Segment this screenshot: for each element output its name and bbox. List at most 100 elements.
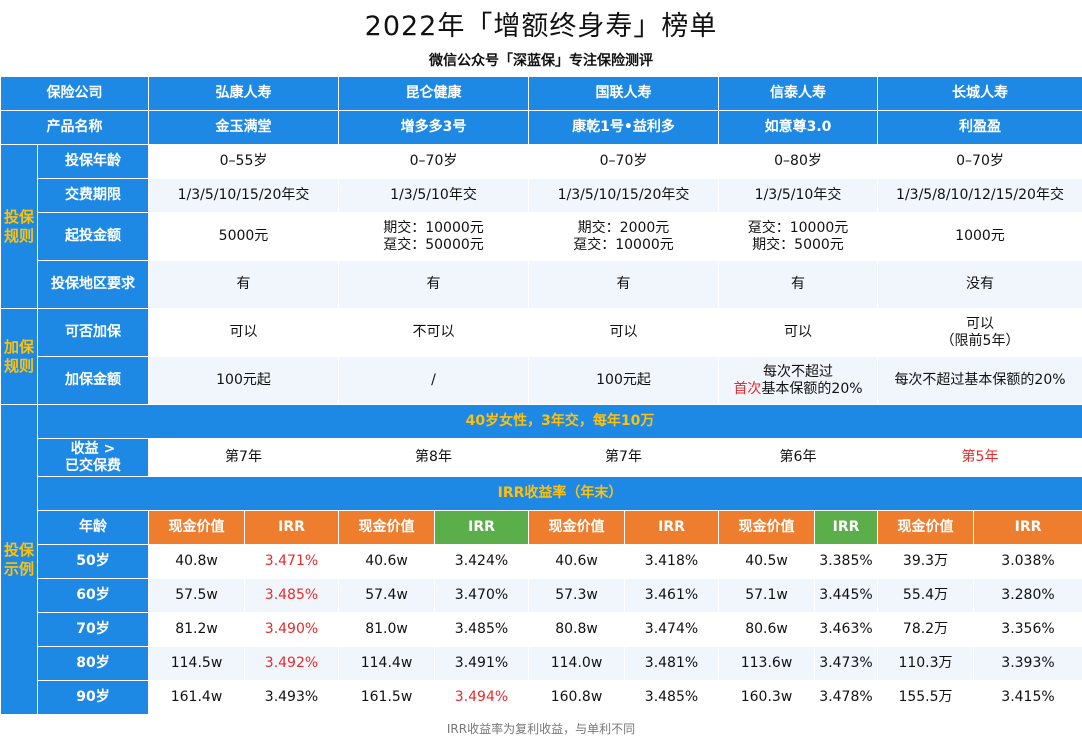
group-add: 加保规则	[0, 308, 38, 405]
age-label: 60岁	[37, 578, 149, 613]
cash-value: 57.3w	[528, 578, 625, 613]
scenario-banner: 40岁女性，3年交，每年10万	[37, 404, 1082, 439]
rule-row: 投保地区要求有有有有没有	[1, 260, 1082, 309]
cash-value: 55.4万	[877, 578, 974, 613]
add-value-text: 基本保额的20%	[761, 380, 863, 397]
row-label: 投保年龄	[37, 144, 149, 179]
age-label: 50岁	[37, 544, 149, 579]
add-value: 可以 （限前5年）	[877, 308, 1082, 357]
irr-value: 3.038%	[973, 544, 1082, 579]
value-header-row: 年龄 现金价值 IRR 现金价值 IRR 现金价值 IRR 现金价值 IRR 现金价值 IRR	[1, 510, 1082, 545]
cash-value: 110.3万	[877, 646, 974, 681]
irr-value: 3.280%	[973, 578, 1082, 613]
cash-value: 57.4w	[338, 578, 435, 613]
breakeven-value: 第8年	[338, 438, 529, 477]
rule-row: 投保规则 投保年龄 0–55岁 0–70岁 0–70岁 0–80岁 0–70岁	[0, 144, 1082, 309]
age-label: 90岁	[37, 680, 149, 715]
comparison-table: 保险公司 弘康人寿 昆仑健康 国联人寿 信泰人寿 长城人寿 产品名称 金玉满堂 增多多3号 康乾1…	[0, 76, 1082, 715]
row-label: 加保金额	[37, 356, 149, 405]
rule-value: 1000元	[877, 212, 1082, 261]
rule-value: 没有	[877, 260, 1082, 309]
corner-label: 保险公司	[0, 76, 149, 111]
add-value: 可以	[528, 308, 719, 357]
irr-value: 3.424%	[434, 544, 529, 579]
irr-header: IRR	[973, 510, 1082, 545]
irr-header: IRR	[814, 510, 878, 545]
breakeven-value: 第7年	[148, 438, 339, 477]
cash-value: 161.5w	[338, 680, 435, 715]
irr-value: 3.491%	[434, 646, 529, 681]
cash-value: 40.6w	[338, 544, 435, 579]
irr-header: IRR	[624, 510, 719, 545]
cash-value: 39.3万	[877, 544, 974, 579]
cash-value: 114.0w	[528, 646, 625, 681]
rule-value: 期交：10000元 趸交：50000元	[338, 212, 529, 261]
value-row: 90岁 161.4w 3.493% 161.5w 3.494% 160.8w 3.485% 1…	[1, 680, 1082, 715]
irr-value: 3.474%	[624, 612, 719, 647]
company-name: 信泰人寿	[718, 76, 878, 111]
value-row: 80岁 114.5w 3.492% 114.4w 3.491% 114.0w 3.481% 1…	[1, 646, 1082, 681]
value-row: 60岁 57.5w 3.485% 57.4w 3.470% 57.3w 3.461% 57.1…	[1, 578, 1082, 613]
row-label: 投保地区要求	[37, 260, 149, 309]
irr-value: 3.478%	[814, 680, 878, 715]
product-name: 利盈盈	[877, 110, 1082, 145]
rule-value: 1/3/5/8/10/12/15/20年交	[877, 178, 1082, 213]
cash-value: 155.5万	[877, 680, 974, 715]
add-value-highlight: 首次	[733, 380, 762, 397]
add-row: 加保规则 可否加保 可以 不可以 可以 可以 可以 （限前5年）	[0, 308, 1082, 405]
row-label: 起投金额	[37, 212, 149, 261]
age-label: 80岁	[37, 646, 149, 681]
irr-value: 3.463%	[814, 612, 878, 647]
rule-value: 0–55岁	[148, 144, 339, 179]
scenario-row: 投保示例 40岁女性，3年交，每年10万	[0, 404, 1082, 715]
rule-value: 1/3/5/10年交	[338, 178, 529, 213]
irr-value: 3.492%	[244, 646, 339, 681]
rule-value: 0–70岁	[528, 144, 719, 179]
company-name: 昆仑健康	[338, 76, 529, 111]
irr-value: 3.461%	[624, 578, 719, 613]
irr-value: 3.445%	[814, 578, 878, 613]
breakeven-value: 第7年	[528, 438, 719, 477]
cash-value: 78.2万	[877, 612, 974, 647]
add-value: 100元起	[528, 356, 719, 405]
age-header: 年龄	[37, 510, 149, 545]
product-name: 金玉满堂	[148, 110, 339, 145]
product-name: 康乾1号•益利多	[528, 110, 719, 145]
add-value: 可以	[718, 308, 878, 357]
irr-value: 3.393%	[973, 646, 1082, 681]
rule-value: 0–80岁	[718, 144, 878, 179]
age-label: 70岁	[37, 612, 149, 647]
irr-band-row: IRR收益率（年末）	[1, 476, 1082, 511]
rule-value: 5000元	[148, 212, 339, 261]
cash-value: 81.2w	[148, 612, 245, 647]
cash-value: 40.6w	[528, 544, 625, 579]
product-label: 产品名称	[0, 110, 149, 145]
cash-value: 160.8w	[528, 680, 625, 715]
cash-value: 80.6w	[718, 612, 815, 647]
rule-value: 1/3/5/10/15/20年交	[528, 178, 719, 213]
irr-value: 3.356%	[973, 612, 1082, 647]
add-value: 不可以	[338, 308, 529, 357]
cash-value: 40.8w	[148, 544, 245, 579]
irr-value: 3.418%	[624, 544, 719, 579]
irr-value: 3.494%	[434, 680, 529, 715]
rule-value: 1/3/5/10/15/20年交	[148, 178, 339, 213]
irr-value: 3.415%	[973, 680, 1082, 715]
cash-value: 113.6w	[718, 646, 815, 681]
product-name: 增多多3号	[338, 110, 529, 145]
add-value: /	[338, 356, 529, 405]
row-label: 可否加保	[37, 308, 149, 357]
company-name: 弘康人寿	[148, 76, 339, 111]
cash-value: 40.5w	[718, 544, 815, 579]
company-row: 保险公司 弘康人寿 昆仑健康 国联人寿 信泰人寿 长城人寿	[0, 76, 1082, 111]
cash-value: 160.3w	[718, 680, 815, 715]
cash-value-header: 现金价值	[148, 510, 245, 545]
cash-value: 80.8w	[528, 612, 625, 647]
rule-row: 起投金额 5000元 期交：10000元 趸交：50000元 期交：2000元 趸交：…	[1, 212, 1082, 261]
add-value: 每次不超过基本保额的20%	[877, 356, 1082, 405]
company-name: 国联人寿	[528, 76, 719, 111]
irr-value: 3.485%	[624, 680, 719, 715]
rule-row: 交费期限 1/3/5/10/15/20年交 1/3/5/10年交 1/3/5/10/1…	[1, 178, 1082, 213]
row-label: 交费期限	[37, 178, 149, 213]
